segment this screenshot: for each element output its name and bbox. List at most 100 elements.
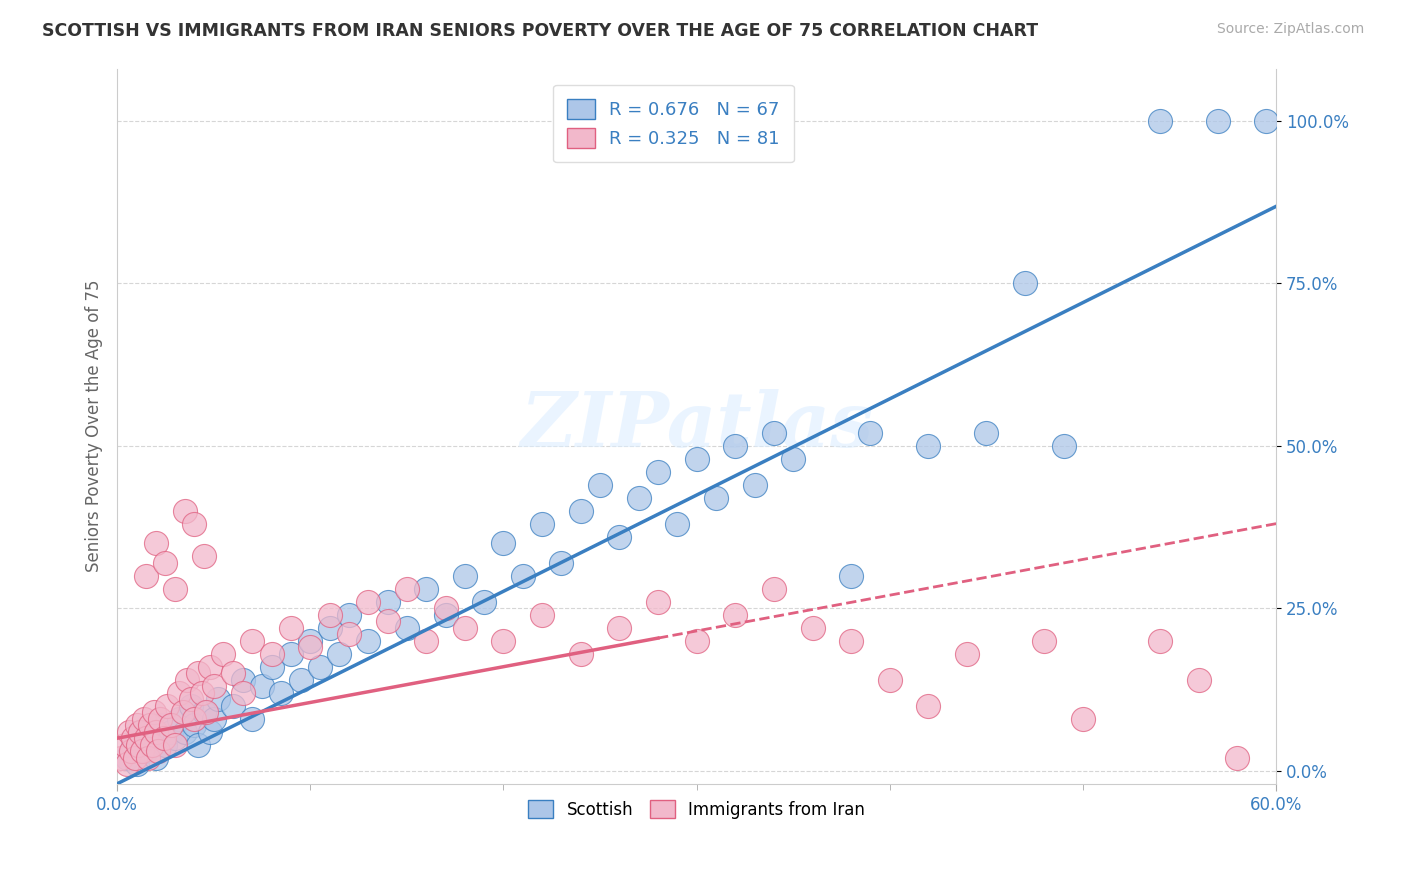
Point	[859, 425, 882, 440]
Point	[222, 698, 245, 713]
Point	[377, 614, 399, 628]
Point	[492, 536, 515, 550]
Point	[165, 582, 187, 596]
Point	[156, 698, 179, 713]
Point	[531, 607, 554, 622]
Point	[129, 724, 152, 739]
Point	[337, 607, 360, 622]
Point	[1188, 673, 1211, 687]
Point	[155, 738, 177, 752]
Point	[145, 750, 167, 764]
Point	[744, 477, 766, 491]
Point	[280, 621, 302, 635]
Point	[124, 750, 146, 764]
Point	[647, 465, 669, 479]
Point	[173, 503, 195, 517]
Point	[782, 451, 804, 466]
Point	[1033, 633, 1056, 648]
Point	[187, 738, 209, 752]
Point	[191, 686, 214, 700]
Point	[328, 647, 350, 661]
Point	[176, 673, 198, 687]
Point	[395, 582, 418, 596]
Point	[118, 724, 141, 739]
Point	[762, 582, 785, 596]
Point	[120, 744, 142, 758]
Point	[202, 679, 225, 693]
Point	[195, 705, 218, 719]
Point	[115, 757, 138, 772]
Point	[125, 757, 148, 772]
Point	[114, 738, 136, 752]
Point	[145, 724, 167, 739]
Point	[172, 705, 194, 719]
Text: ZIPatlas: ZIPatlas	[520, 389, 873, 463]
Point	[724, 607, 747, 622]
Point	[149, 712, 172, 726]
Point	[395, 621, 418, 635]
Point	[879, 673, 901, 687]
Point	[704, 491, 727, 505]
Point	[1256, 113, 1278, 128]
Point	[589, 477, 612, 491]
Point	[232, 673, 254, 687]
Point	[222, 666, 245, 681]
Point	[135, 568, 157, 582]
Point	[1206, 113, 1229, 128]
Text: SCOTTISH VS IMMIGRANTS FROM IRAN SENIORS POVERTY OVER THE AGE OF 75 CORRELATION : SCOTTISH VS IMMIGRANTS FROM IRAN SENIORS…	[42, 22, 1038, 40]
Point	[207, 692, 229, 706]
Point	[167, 686, 190, 700]
Point	[318, 607, 340, 622]
Point	[135, 731, 157, 746]
Point	[187, 666, 209, 681]
Point	[270, 686, 292, 700]
Point	[512, 568, 534, 582]
Point	[193, 549, 215, 564]
Point	[724, 439, 747, 453]
Point	[1226, 750, 1249, 764]
Point	[155, 556, 177, 570]
Point	[917, 698, 939, 713]
Point	[152, 731, 174, 746]
Text: Source: ZipAtlas.com: Source: ZipAtlas.com	[1216, 22, 1364, 37]
Point	[250, 679, 273, 693]
Point	[149, 718, 172, 732]
Point	[167, 712, 190, 726]
Point	[357, 633, 380, 648]
Point	[139, 718, 162, 732]
Point	[280, 647, 302, 661]
Point	[1014, 276, 1036, 290]
Point	[377, 595, 399, 609]
Point	[183, 718, 205, 732]
Point	[299, 633, 322, 648]
Point	[647, 595, 669, 609]
Point	[193, 705, 215, 719]
Point	[318, 621, 340, 635]
Point	[136, 750, 159, 764]
Point	[685, 633, 707, 648]
Point	[976, 425, 998, 440]
Point	[454, 568, 477, 582]
Point	[434, 607, 457, 622]
Point	[415, 582, 437, 596]
Point	[627, 491, 650, 505]
Point	[121, 738, 143, 752]
Point	[309, 659, 332, 673]
Legend: Scottish, Immigrants from Iran: Scottish, Immigrants from Iran	[522, 794, 872, 825]
Point	[839, 568, 862, 582]
Point	[260, 659, 283, 673]
Y-axis label: Seniors Poverty Over the Age of 75: Seniors Poverty Over the Age of 75	[86, 280, 103, 573]
Point	[492, 633, 515, 648]
Point	[337, 627, 360, 641]
Point	[180, 698, 202, 713]
Point	[180, 692, 202, 706]
Point	[290, 673, 312, 687]
Point	[1149, 113, 1171, 128]
Point	[569, 647, 592, 661]
Point	[242, 712, 264, 726]
Point	[198, 659, 221, 673]
Point	[198, 724, 221, 739]
Point	[1149, 633, 1171, 648]
Point	[141, 738, 163, 752]
Point	[801, 621, 824, 635]
